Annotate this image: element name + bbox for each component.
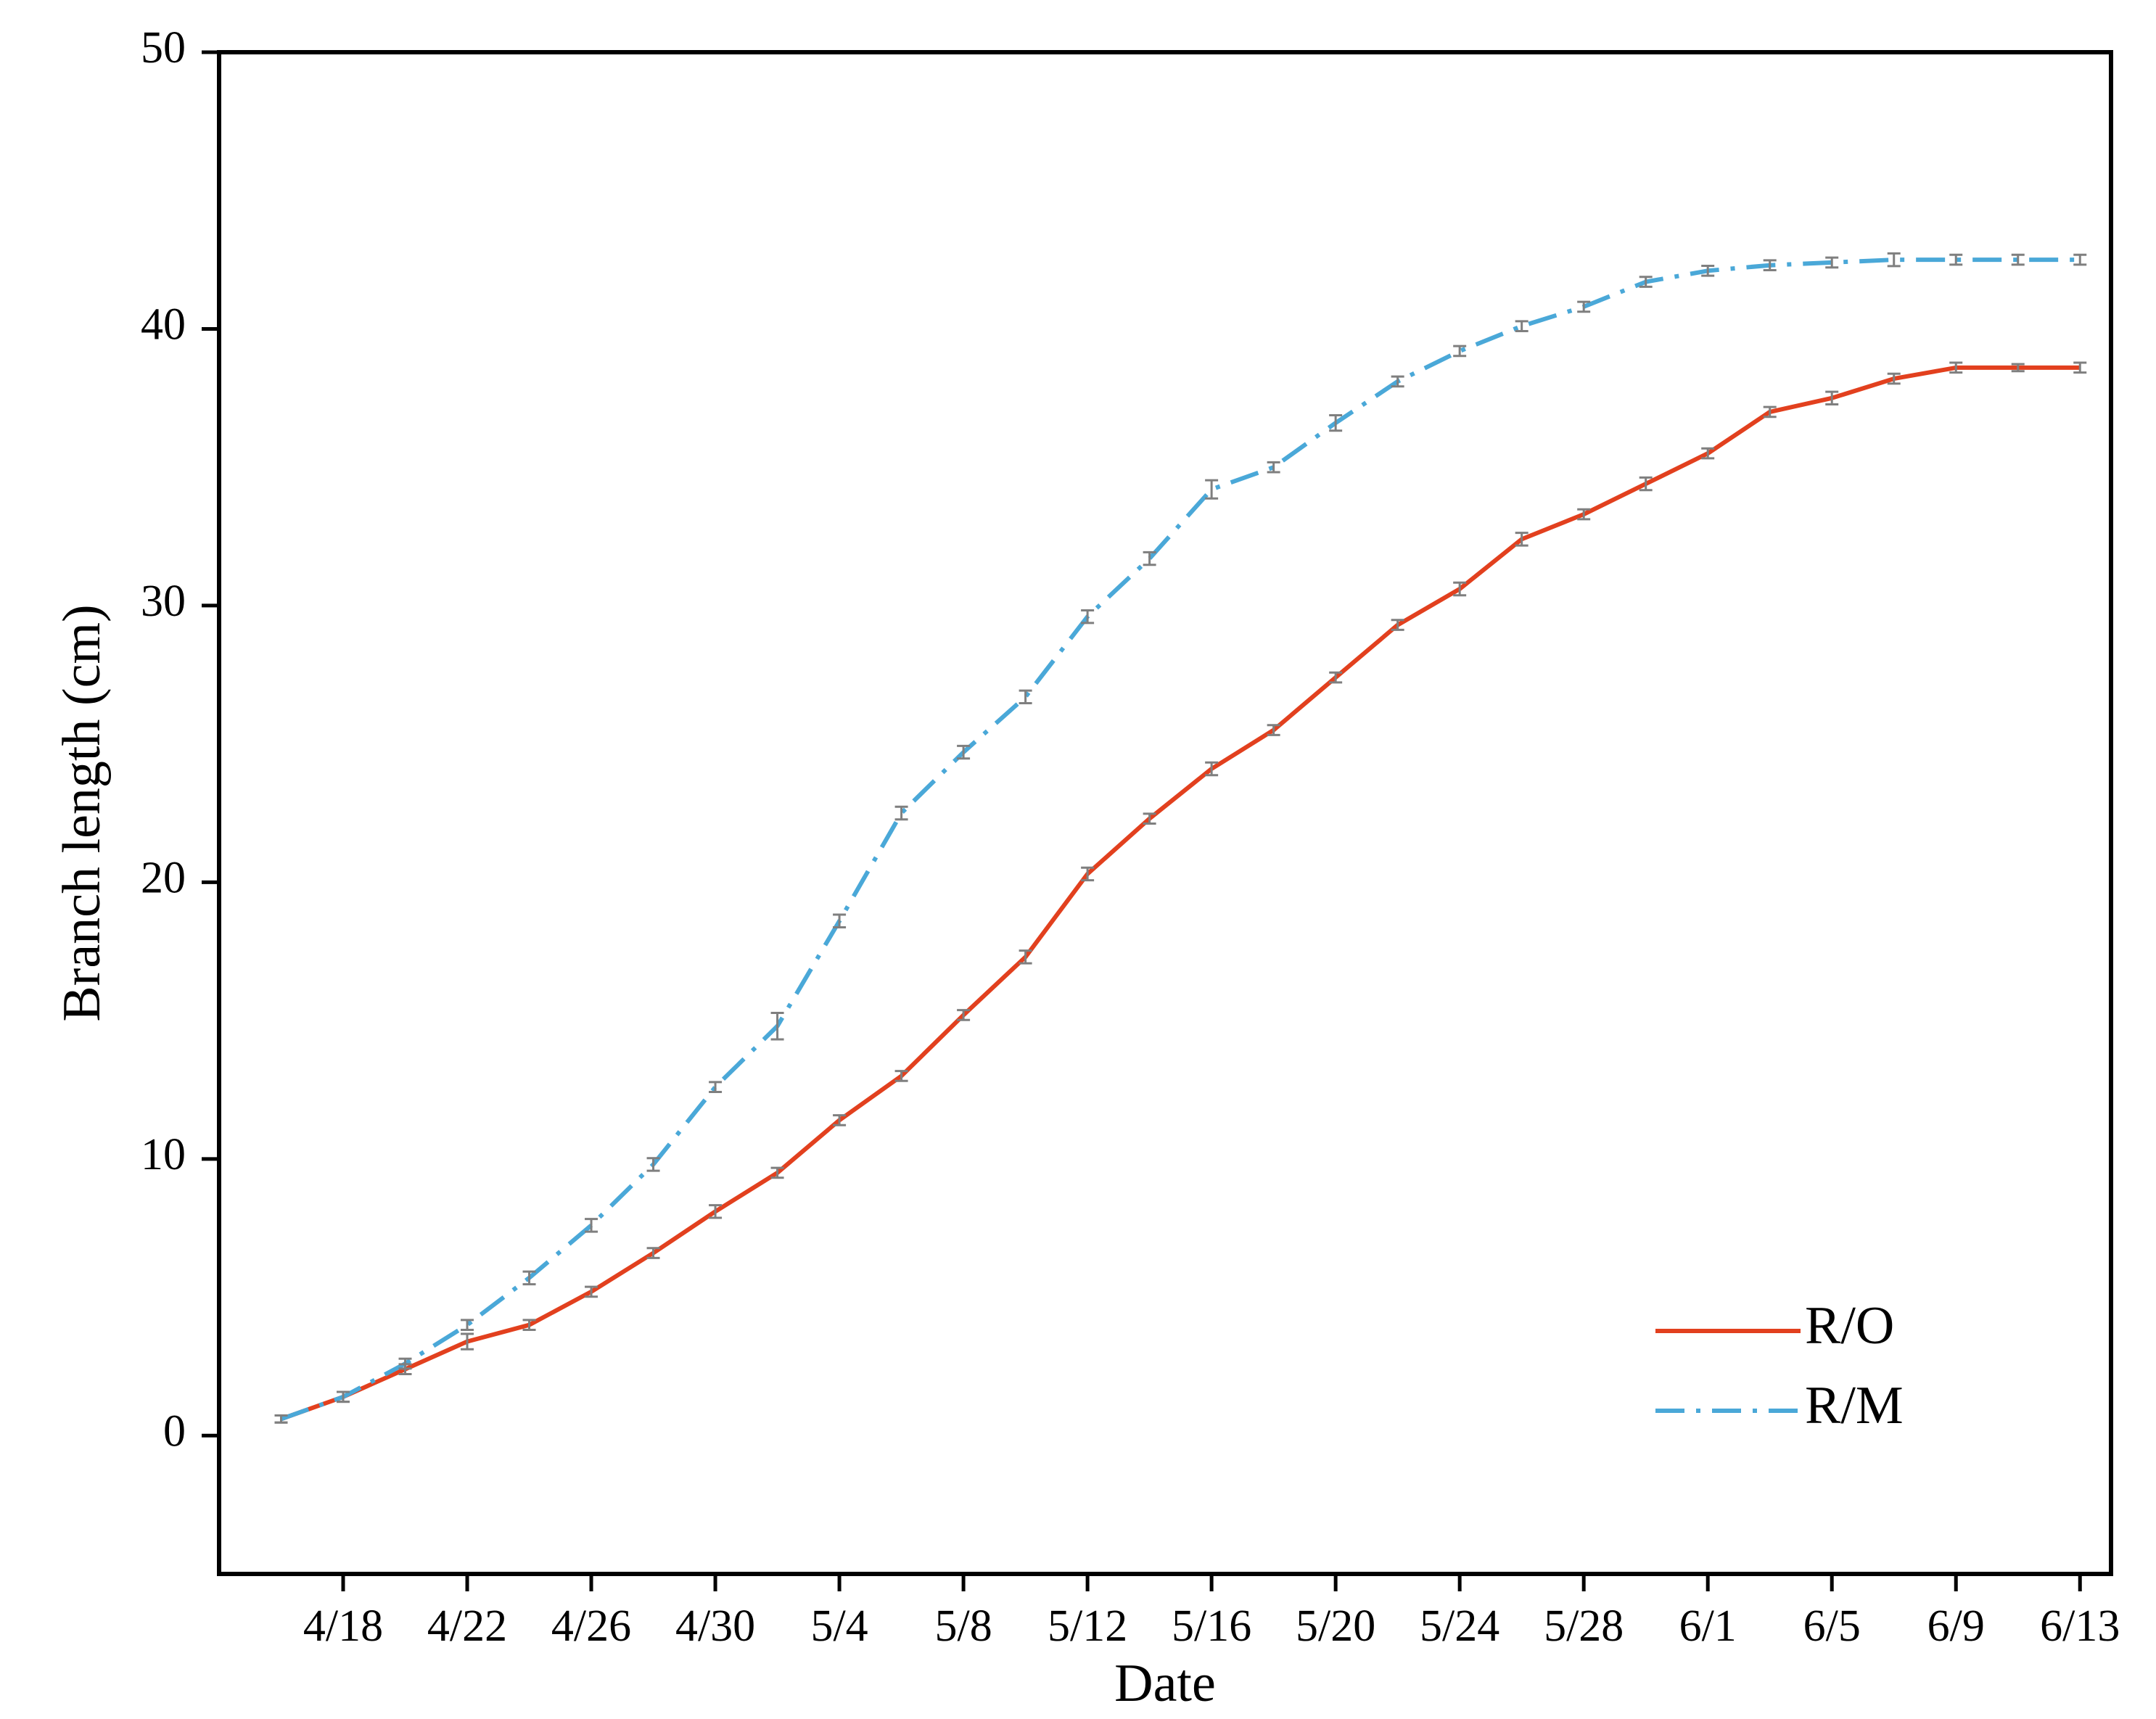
plot-frame <box>217 50 2113 1576</box>
error-bar <box>2073 253 2087 266</box>
error-bar <box>1887 252 1901 268</box>
error-bar <box>2011 363 2025 373</box>
error-bar <box>646 1247 660 1259</box>
y-axis-title: Branch length (cm) <box>52 604 112 1021</box>
y-tick-label: 30 <box>141 577 186 626</box>
error-bar <box>1949 253 1963 266</box>
error-bar <box>1515 532 1528 547</box>
error-bar <box>1453 581 1467 597</box>
error-bar <box>1081 866 1095 882</box>
error-bar <box>1515 320 1528 332</box>
error-bar <box>1701 447 1715 460</box>
error-bar <box>1825 390 1839 406</box>
error-bar <box>1639 276 1653 288</box>
series-line-r-o <box>280 365 2081 1422</box>
axis-ticks: 0 10 20 30 40 50 4/18 4/22 4/26 4/30 5/4 5/8 5/12 5/1… <box>141 23 2120 1651</box>
x-tick-label: 5/20 <box>1296 1601 1375 1651</box>
error-bar <box>894 805 908 821</box>
error-bar <box>1453 345 1467 358</box>
legend: R/O R/M <box>1655 1296 1904 1435</box>
error-bar <box>957 744 971 760</box>
error-bar <box>1887 372 1901 385</box>
x-tick-label: 5/28 <box>1544 1601 1624 1651</box>
y-tick-label: 0 <box>163 1407 186 1456</box>
error-bar <box>1763 405 1777 419</box>
y-tick-label: 40 <box>141 300 186 350</box>
error-bar <box>1949 361 1963 374</box>
error-bar <box>2011 253 2025 266</box>
error-bar <box>522 1270 536 1286</box>
legend-label-r-o: R/O <box>1805 1296 1894 1356</box>
error-bar <box>1329 414 1343 432</box>
error-bar <box>894 1070 908 1082</box>
error-bar <box>770 1166 784 1179</box>
error-bar <box>957 1009 971 1021</box>
error-bar <box>1329 671 1343 684</box>
series-line-r-m <box>280 257 2081 1422</box>
error-bar <box>833 1114 847 1126</box>
error-bar <box>770 1011 784 1041</box>
error-bar <box>1081 609 1095 624</box>
error-bar <box>461 1319 474 1332</box>
error-bar <box>2073 361 2087 374</box>
error-bar <box>833 913 847 928</box>
error-bars <box>274 252 2087 1424</box>
error-bar <box>274 1414 288 1424</box>
error-bar <box>1391 619 1404 631</box>
error-bar <box>398 1357 412 1370</box>
error-bar <box>1825 256 1839 269</box>
error-bar <box>585 1218 598 1233</box>
x-tick-label: 5/4 <box>810 1601 868 1651</box>
error-bar <box>337 1390 350 1403</box>
error-bar <box>1205 761 1219 777</box>
x-tick-label: 5/24 <box>1420 1601 1499 1651</box>
error-bar <box>1577 300 1591 313</box>
error-bar <box>1143 551 1156 566</box>
y-tick-label: 10 <box>141 1130 186 1179</box>
error-bar <box>1019 689 1032 705</box>
x-tick-label: 6/9 <box>1927 1601 1985 1651</box>
error-bar <box>585 1285 598 1298</box>
error-bar <box>1205 479 1219 500</box>
error-bar <box>1701 265 1715 277</box>
x-axis-title: Date <box>1114 1654 1216 1713</box>
x-tick-label: 5/8 <box>934 1601 992 1651</box>
x-tick-label: 6/5 <box>1803 1601 1861 1651</box>
error-bar <box>646 1157 660 1172</box>
x-tick-label: 6/1 <box>1679 1601 1737 1651</box>
error-bar <box>1577 508 1591 521</box>
error-bar <box>1267 724 1280 736</box>
error-bar <box>1267 461 1280 474</box>
error-bar <box>709 1081 723 1093</box>
x-tick-label: 5/12 <box>1048 1601 1127 1651</box>
error-bar <box>709 1204 723 1219</box>
y-tick-label: 50 <box>141 23 186 73</box>
x-tick-label: 4/18 <box>303 1601 383 1651</box>
x-tick-label: 6/13 <box>2040 1601 2120 1651</box>
x-tick-label: 4/30 <box>675 1601 755 1651</box>
error-bar <box>1391 375 1404 388</box>
error-bar <box>1639 476 1653 492</box>
x-tick-label: 5/16 <box>1172 1601 1251 1651</box>
series-layer <box>280 257 2081 1422</box>
error-bar <box>1143 812 1156 825</box>
error-bar <box>1763 259 1777 272</box>
y-tick-label: 20 <box>141 854 186 903</box>
error-bar <box>522 1319 536 1332</box>
legend-label-r-m: R/M <box>1805 1376 1904 1435</box>
error-bar <box>461 1332 474 1351</box>
error-bar <box>1019 949 1032 965</box>
x-tick-label: 4/22 <box>427 1601 507 1651</box>
x-tick-label: 4/26 <box>551 1601 631 1651</box>
